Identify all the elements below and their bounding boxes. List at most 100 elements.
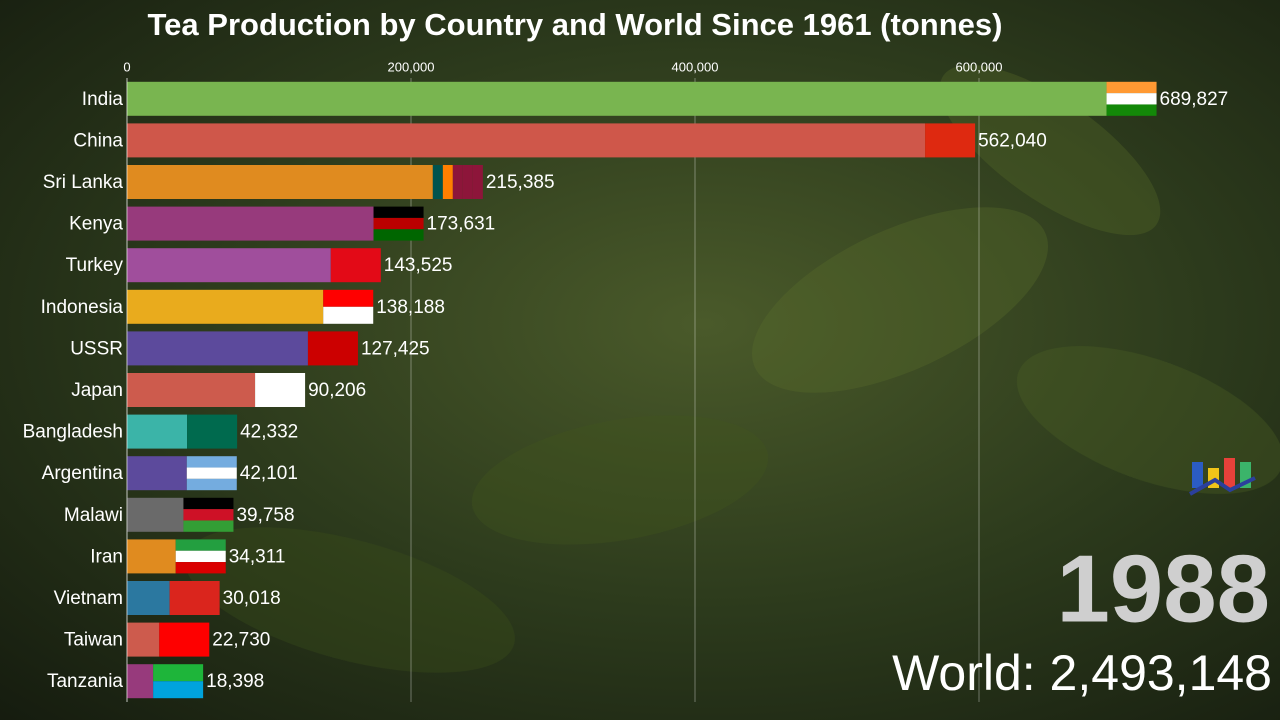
- value-label: 127,425: [361, 338, 430, 359]
- flag: [169, 581, 220, 615]
- category-label: Argentina: [42, 463, 124, 484]
- flag: [330, 248, 381, 283]
- x-tick-label: 0: [123, 59, 130, 74]
- bar: [127, 414, 188, 449]
- flag-stripe: [432, 165, 443, 199]
- flag-stripe: [186, 478, 237, 491]
- category-label: China: [73, 130, 123, 151]
- x-tick-label: 200,000: [388, 59, 435, 74]
- flag-stripe: [175, 539, 226, 551]
- value-label: 42,332: [240, 422, 298, 443]
- flag-stripe: [159, 622, 210, 657]
- world-total: World: 2,493,148: [892, 645, 1272, 701]
- value-label: 562,040: [978, 130, 1047, 151]
- flag-stripe: [153, 664, 204, 682]
- logo: [1189, 458, 1256, 496]
- bar: [127, 497, 184, 532]
- flag-stripe: [330, 248, 381, 283]
- flag-stripe: [255, 373, 306, 407]
- flag: [373, 206, 424, 241]
- flag: [307, 331, 358, 366]
- bar: [127, 165, 433, 199]
- flag-stripe: [186, 456, 237, 468]
- value-label: 22,730: [212, 630, 270, 651]
- value-label: 34,311: [229, 546, 286, 567]
- flag-stripe: [183, 509, 234, 521]
- flag: [187, 414, 238, 449]
- flag-stripe: [442, 165, 453, 199]
- flag: [925, 123, 976, 158]
- flag: [159, 622, 210, 657]
- value-label: 18,398: [206, 671, 264, 692]
- category-label: USSR: [70, 338, 123, 359]
- flag: [255, 373, 306, 407]
- flag-stripe: [186, 467, 237, 479]
- value-label: 30,018: [223, 588, 281, 609]
- category-label: Indonesia: [41, 297, 124, 318]
- bar: [127, 456, 187, 491]
- leaves: [185, 64, 1280, 673]
- bar: [127, 123, 926, 158]
- flag-stripe: [169, 581, 220, 615]
- flag-stripe: [307, 331, 358, 366]
- flag-stripe: [175, 550, 226, 563]
- value-label: 689,827: [1160, 89, 1229, 110]
- category-label: Japan: [71, 380, 123, 401]
- flag-stripe: [925, 123, 976, 158]
- flag: [1106, 81, 1157, 116]
- category-label: Turkey: [66, 255, 124, 276]
- flag: [323, 289, 374, 324]
- bar: [127, 289, 324, 324]
- bar: [127, 539, 176, 574]
- flag-stripe: [1106, 104, 1157, 116]
- value-label: 138,188: [376, 297, 445, 318]
- category-label: Iran: [90, 546, 123, 567]
- value-label: 173,631: [427, 214, 496, 235]
- flag-stripe: [373, 206, 424, 218]
- bar: [127, 373, 256, 407]
- bar: [127, 622, 160, 657]
- value-label: 39,758: [236, 505, 294, 526]
- flag: [432, 165, 483, 199]
- category-label: Tanzania: [47, 671, 123, 692]
- flag-stripe: [183, 497, 234, 510]
- category-label: India: [82, 89, 124, 110]
- value-label: 90,206: [308, 380, 366, 401]
- category-label: Kenya: [69, 214, 123, 235]
- flag-stripe: [1106, 93, 1157, 105]
- flag-stripe: [462, 165, 473, 199]
- flag-stripe: [323, 306, 374, 324]
- flag-stripe: [452, 165, 463, 199]
- bar: [127, 581, 170, 615]
- value-label: 143,525: [384, 255, 453, 276]
- x-tick-label: 600,000: [956, 59, 1003, 74]
- value-label: 215,385: [486, 172, 555, 193]
- bar: [127, 206, 374, 241]
- x-tick-label: 400,000: [672, 59, 719, 74]
- category-label: Taiwan: [64, 630, 123, 651]
- flag-stripe: [153, 681, 204, 699]
- category-label: Sri Lanka: [43, 172, 124, 193]
- category-label: Bangladesh: [23, 422, 123, 443]
- flag-stripe: [323, 289, 374, 307]
- category-label: Vietnam: [54, 588, 123, 609]
- flag-stripe: [472, 165, 483, 199]
- flag: [175, 539, 226, 574]
- bar: [127, 331, 308, 366]
- flag-stripe: [187, 414, 238, 449]
- year: 1988: [1056, 535, 1270, 642]
- flag-stripe: [183, 520, 234, 532]
- flag: [183, 497, 234, 532]
- flag-stripe: [1106, 81, 1157, 94]
- bar: [127, 81, 1107, 116]
- value-label: 42,101: [240, 463, 298, 484]
- flag-stripe: [373, 217, 424, 230]
- flag: [153, 664, 204, 699]
- flag-stripe: [373, 229, 424, 241]
- category-label: Malawi: [64, 505, 123, 526]
- flag: [186, 456, 237, 491]
- flag-stripe: [175, 562, 226, 574]
- chart-title: Tea Production by Country and World Sinc…: [148, 7, 1003, 42]
